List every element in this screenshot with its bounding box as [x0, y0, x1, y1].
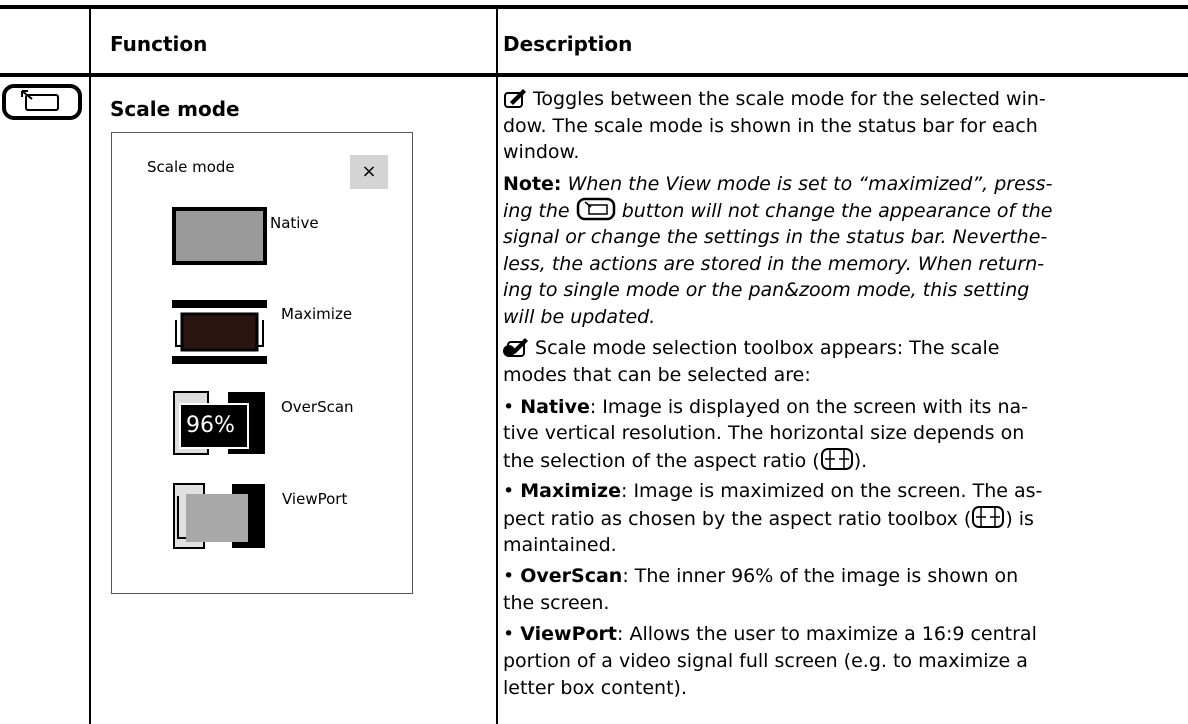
text-run: Toggles between the scale mode for the s… — [527, 88, 1046, 110]
text-line: letter box content). — [503, 675, 687, 701]
inline-icon — [503, 337, 529, 359]
inline-icon — [820, 447, 854, 472]
text-run: Maximize — [520, 480, 622, 503]
inline-icon — [576, 198, 616, 222]
text-line: • ViewPort: Allows the user to maximize … — [503, 621, 1037, 647]
text-line: modes that can be selected are: — [503, 362, 811, 388]
text-run: dow. The scale mode is shown in the stat… — [503, 114, 1038, 137]
text-run: Note: — [503, 172, 562, 195]
text-line: Note: When the View mode is set to “maxi… — [503, 171, 1052, 197]
text-run: the selection of the aspect ratio ( — [503, 449, 820, 472]
text-run: maintained. — [503, 533, 617, 556]
maximize-icon — [172, 300, 267, 364]
text-line: maintained. — [503, 532, 617, 558]
column-rule — [89, 9, 91, 724]
item-label[interactable]: Native — [270, 214, 319, 232]
text-line: will be updated. — [503, 304, 655, 330]
close-button[interactable]: × — [350, 155, 388, 189]
text-run: • — [503, 565, 521, 588]
text-run: Native — [520, 395, 590, 418]
text-run: ing to single mode or the pan&zoom mode,… — [503, 279, 1030, 302]
overscan-badge: 96% — [186, 413, 235, 438]
text-run: pect ratio as chosen by the aspect ratio… — [503, 508, 972, 530]
item-label[interactable]: Maximize — [281, 305, 353, 323]
text-run: : Allows the user to maximize a 16:9 cen… — [617, 623, 1037, 646]
text-run: portion of a video signal full screen (e… — [503, 650, 1028, 672]
text-run: the screen. — [503, 591, 610, 614]
toolbox-title: Scale mode — [147, 158, 235, 176]
text-line: the selection of the aspect ratio (). — [503, 447, 867, 473]
text-run: tive vertical resolution. The horizontal… — [503, 422, 1025, 445]
text-run: : The inner 96% of the image is shown on — [622, 565, 1019, 588]
text-line: dow. The scale mode is shown in the stat… — [503, 113, 1038, 139]
text-line: signal or change the settings in the sta… — [503, 224, 1047, 250]
text-run: • — [503, 480, 521, 503]
inline-icon — [971, 506, 1005, 530]
native-icon — [172, 207, 267, 265]
text-run: Scale mode selection toolbox appears: Th… — [529, 337, 1000, 360]
text-line: ing the button will not change the appea… — [503, 197, 1052, 223]
text-run: button will not change the appearance of… — [615, 200, 1053, 223]
text-run: • — [503, 623, 521, 646]
inline-icon — [503, 88, 527, 110]
text-run: letter box content). — [503, 676, 687, 699]
text-run: : Image is displayed on the screen with … — [589, 395, 1028, 418]
text-line: tive vertical resolution. The horizontal… — [503, 420, 1024, 446]
text-line: • Native: Image is displayed on the scre… — [503, 394, 1028, 420]
text-line: Toggles between the scale mode for the s… — [503, 86, 1046, 112]
overscan-icon — [172, 390, 267, 456]
text-run: ViewPort — [520, 623, 618, 646]
text-run: modes that can be selected are: — [503, 364, 811, 386]
scale-mode-icon — [2, 84, 82, 120]
text-run: signal or change the settings in the sta… — [503, 226, 1048, 248]
text-line: Scale mode selection toolbox appears: Th… — [503, 335, 1000, 361]
function-name: Scale mode — [110, 97, 240, 121]
text-run: ing the — [503, 200, 576, 223]
text-run: • — [503, 395, 521, 418]
column-rule — [496, 9, 498, 724]
text-line: the screen. — [503, 590, 609, 616]
text-run: window. — [503, 141, 580, 164]
viewport-icon — [172, 482, 267, 550]
text-run: : Image is maximized on the screen. The … — [621, 480, 1043, 503]
text-line: • Maximize: Image is maximized on the sc… — [503, 478, 1042, 504]
header-description: Description — [503, 32, 633, 56]
text-run: OverScan — [520, 565, 623, 588]
text-run: ). — [853, 449, 868, 472]
text-line: • OverScan: The inner 96% of the image i… — [503, 563, 1018, 589]
header-rule — [0, 73, 1188, 77]
text-line: portion of a video signal full screen (e… — [503, 648, 1028, 674]
item-label[interactable]: OverScan — [281, 398, 354, 416]
text-run: ) is — [1005, 508, 1034, 530]
text-line: pect ratio as chosen by the aspect ratio… — [503, 505, 1034, 531]
top-rule — [0, 5, 1188, 9]
item-label[interactable]: ViewPort — [282, 490, 348, 508]
text-line: less, the actions are stored in the memo… — [503, 251, 1044, 277]
text-line: window. — [503, 139, 579, 165]
text-line: ing to single mode or the pan&zoom mode,… — [503, 277, 1029, 303]
text-run: less, the actions are stored in the memo… — [503, 252, 1045, 275]
header-function: Function — [110, 32, 208, 56]
text-run: When the View mode is set to “maximized”… — [561, 172, 1053, 195]
text-run: will be updated. — [503, 305, 656, 328]
